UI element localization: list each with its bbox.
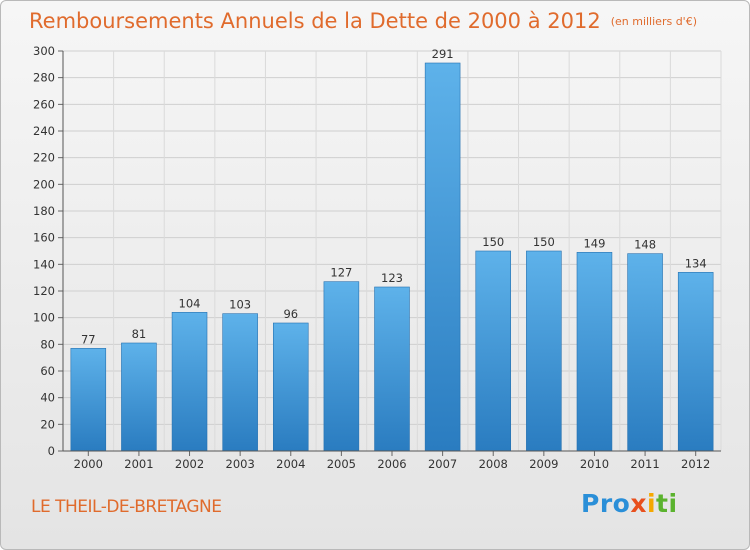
y-tick-label: 200 [33, 177, 55, 191]
value-label-2003: 103 [229, 298, 251, 312]
x-tick-label-2005: 2005 [327, 457, 356, 471]
y-tick-label: 300 [33, 44, 55, 58]
value-label-2008: 150 [482, 235, 504, 249]
x-tick-label-2009: 2009 [529, 457, 558, 471]
y-tick-label: 0 [48, 444, 55, 458]
y-tick-label: 20 [40, 417, 55, 431]
value-label-2007: 291 [432, 47, 454, 61]
x-tick-label-2002: 2002 [175, 457, 204, 471]
chart-title: Remboursements Annuels de la Dette de 20… [29, 9, 697, 33]
value-label-2004: 96 [283, 307, 298, 321]
x-tick-label-2001: 2001 [124, 457, 153, 471]
bar-2000 [70, 348, 107, 452]
x-tick-label-2007: 2007 [428, 457, 457, 471]
y-tick-label: 160 [33, 231, 55, 245]
x-tick-label-2010: 2010 [580, 457, 609, 471]
value-label-2001: 81 [132, 327, 147, 341]
proxiti-logo[interactable]: Proxiti [581, 489, 678, 518]
value-label-2006: 123 [381, 271, 403, 285]
x-tick-label-2004: 2004 [276, 457, 305, 471]
bar-2004 [273, 322, 309, 452]
axes [58, 50, 721, 456]
x-tick-label-2012: 2012 [681, 457, 710, 471]
y-tick-label: 140 [33, 257, 55, 271]
x-tick-label-2011: 2011 [630, 457, 659, 471]
bar-2002 [171, 312, 208, 452]
y-tick-label: 240 [33, 124, 55, 138]
y-tick-label: 80 [40, 337, 55, 351]
bar-2007 [424, 62, 461, 452]
y-tick-label: 100 [33, 311, 55, 325]
y-tick-label: 40 [40, 391, 55, 405]
chart-unit: (en milliers d'€) [610, 15, 697, 28]
value-label-2005: 127 [330, 266, 352, 280]
y-tick-label: 60 [40, 364, 55, 378]
value-label-2010: 149 [583, 236, 605, 250]
value-label-2002: 104 [179, 296, 201, 310]
value-label-2012: 134 [685, 256, 707, 270]
y-tick-label: 260 [33, 97, 55, 111]
bar-2006 [374, 286, 410, 452]
x-tick-label-2003: 2003 [226, 457, 255, 471]
chart-title-text: Remboursements Annuels de la Dette de 20… [29, 9, 601, 33]
x-tick-label-2008: 2008 [479, 457, 508, 471]
value-label-2009: 150 [533, 235, 555, 249]
y-tick-label: 180 [33, 204, 55, 218]
y-tick-label: 120 [33, 284, 55, 298]
bar-2005 [323, 281, 360, 452]
x-tick-label-2006: 2006 [377, 457, 406, 471]
bar-2001 [121, 342, 157, 452]
value-label-2011: 148 [634, 238, 656, 252]
bars [70, 62, 714, 452]
value-label-2000: 77 [81, 332, 96, 346]
bar-2012 [677, 272, 714, 452]
bar-2010 [576, 252, 613, 452]
labels: 0 20 40 60 80 100 120 140 160 180 200 220 240 260 280 3… [33, 44, 710, 471]
bar-2009 [526, 250, 562, 452]
bar-2008 [475, 250, 511, 452]
y-tick-label: 220 [33, 151, 55, 165]
x-tick-label-2000: 2000 [74, 457, 103, 471]
bar-2011 [627, 253, 663, 452]
place-name: LE THEIL-DE-BRETAGNE [31, 497, 222, 517]
bar-2003 [222, 313, 258, 452]
y-tick-label: 280 [33, 71, 55, 85]
